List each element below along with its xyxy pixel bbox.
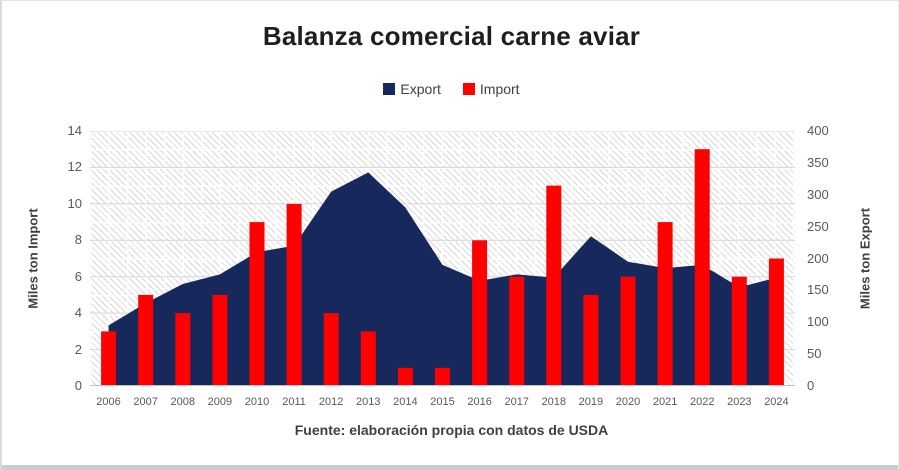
right-axis-tick-label: 0 [807,378,815,393]
x-axis-label-2019: 2019 [578,396,604,408]
chart-legend: Export Import [2,81,898,97]
import-bar-2012 [323,313,339,386]
legend-item-import: Import [462,81,520,97]
right-axis-tick-label: 350 [807,154,829,170]
x-axis-label-2018: 2018 [541,396,567,408]
x-axis-label-2023: 2023 [727,396,752,408]
x-axis-label-2015: 2015 [430,396,455,408]
x-axis-label-2017: 2017 [504,396,529,408]
bottom-edge-band [2,465,898,470]
right-axis-tick-label: 100 [807,314,829,330]
left-axis-tick-label: 8 [74,232,82,248]
x-axis-label-2009: 2009 [207,396,233,408]
import-legend-swatch-icon [462,83,475,95]
legend-label-import: Import [479,81,520,97]
import-bar-2024 [768,258,784,386]
legend-item-export: Export [383,81,441,97]
left-axis-tick-label: 0 [74,378,82,393]
import-bar-2022 [694,149,710,386]
import-bar-2006 [101,331,117,386]
x-axis-label-2024: 2024 [764,396,789,408]
import-bar-2009 [212,294,228,386]
import-bar-2010 [249,222,265,386]
left-axis-title: Miles ton Import [25,208,41,309]
left-axis-tick-label: 10 [67,195,82,211]
chart-title: Balanza comercial carne aviar [262,21,641,51]
import-bar-2016 [472,240,488,386]
x-axis-label-2012: 2012 [318,396,344,408]
x-axis-label-2013: 2013 [356,396,381,408]
left-axis-tick-label: 2 [74,341,82,357]
x-axis-label-2016: 2016 [467,396,492,408]
import-bar-2011 [286,203,302,386]
right-axis-tick-label: 50 [807,346,822,362]
import-bar-2013 [360,331,376,386]
import-bar-2021 [657,222,673,386]
left-axis-tick-label: 6 [74,268,82,284]
import-bar-2017 [509,276,525,386]
left-axis-tick-label: 12 [67,159,82,175]
import-bar-2008 [175,313,191,386]
right-axis-tick-label: 200 [807,250,829,266]
x-axis-label-2021: 2021 [652,396,678,408]
combo-chart [90,131,795,386]
right-axis-tick-label: 400 [807,123,829,138]
right-axis-tick-label: 250 [807,218,829,234]
x-axis-label-2010: 2010 [244,396,270,408]
import-bar-2020 [620,276,636,386]
export-legend-swatch-icon [383,83,396,95]
x-axis-label-2007: 2007 [133,396,158,408]
import-bar-2019 [583,294,599,386]
x-axis-label-2022: 2022 [689,396,715,408]
right-axis-tick-label: 150 [807,282,829,298]
right-axis-tick-label: 300 [807,186,829,202]
plot-area [90,131,795,386]
import-bar-2023 [731,276,747,386]
x-axis-label-2020: 2020 [615,396,641,408]
import-bar-2015 [435,367,450,386]
import-bar-2007 [138,294,154,386]
x-axis-label-2011: 2011 [282,396,306,408]
export-area-series [108,172,777,386]
x-axis-label-2008: 2008 [170,396,195,408]
import-bar-2014 [397,367,413,386]
legend-label-export: Export [400,81,441,97]
import-bar-2018 [546,185,562,386]
x-axis-label-2014: 2014 [393,396,418,408]
left-axis-tick-label: 14 [67,123,82,138]
left-axis-tick-label: 4 [74,305,82,321]
source-note: Fuente: elaboración propia con datos de … [294,422,609,438]
x-axis-label-2006: 2006 [96,396,121,408]
